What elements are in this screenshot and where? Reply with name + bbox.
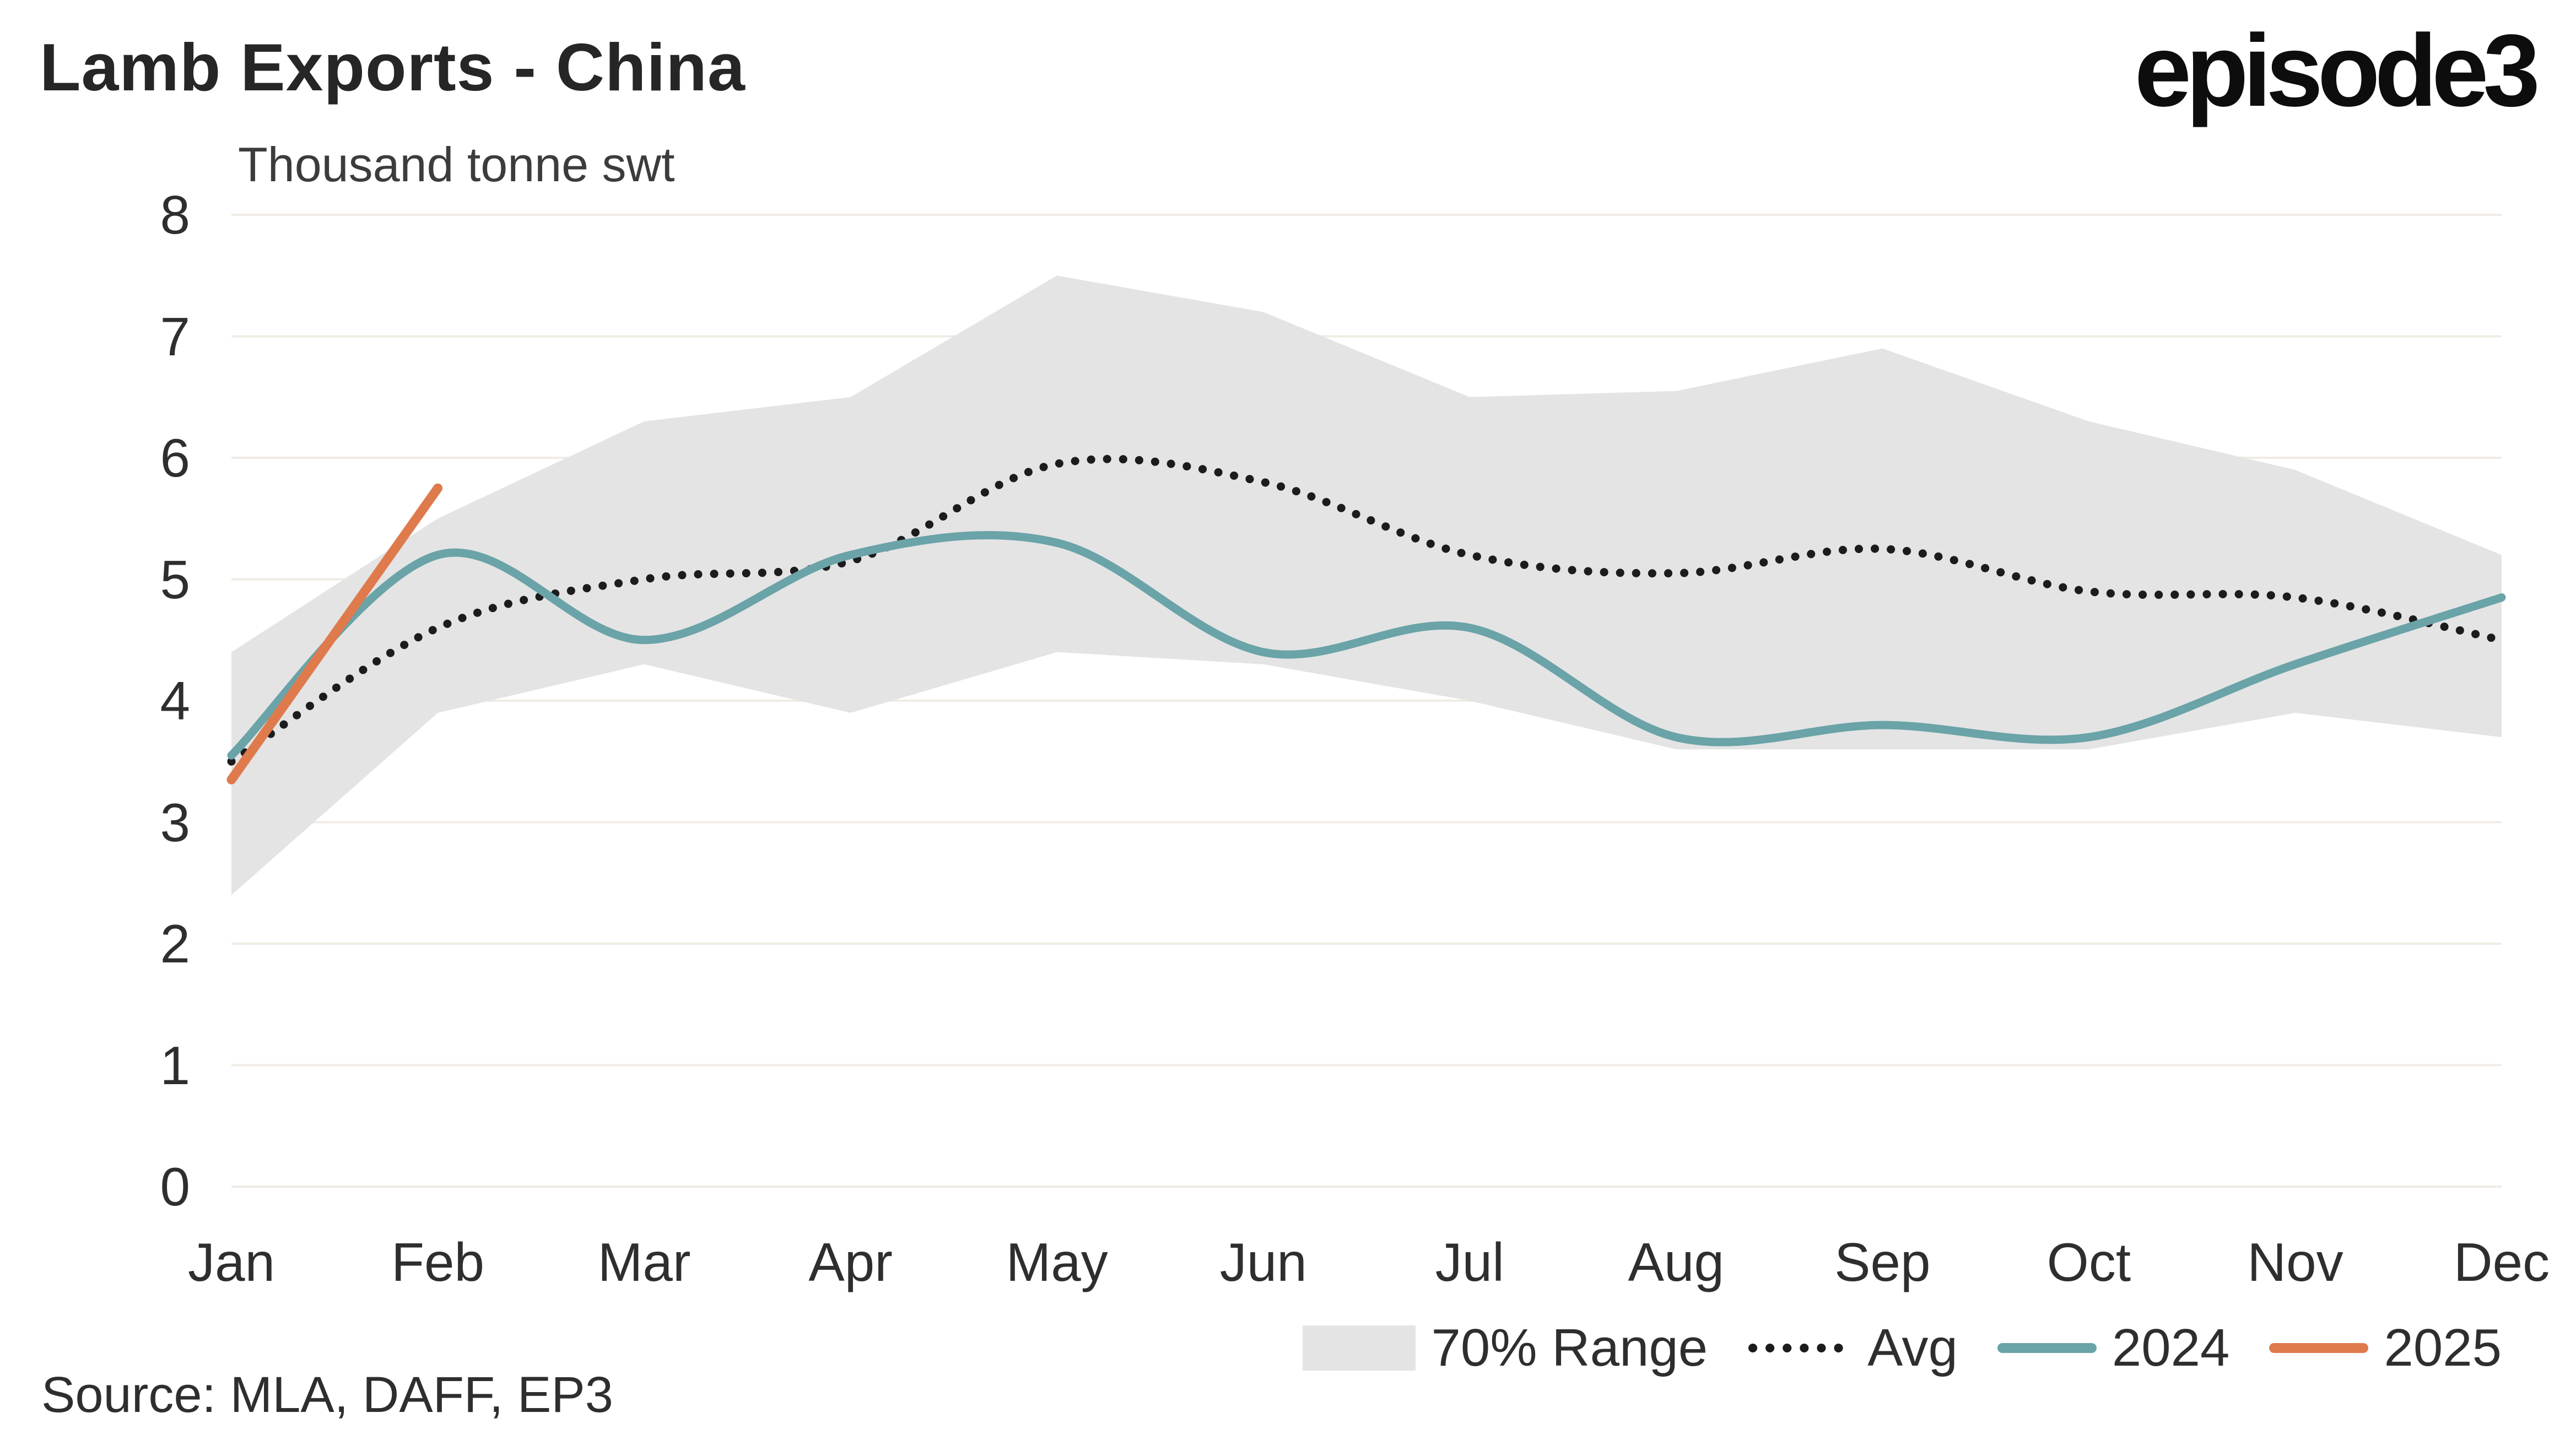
series-2024-swatch: [1997, 1343, 2097, 1353]
y-tick-label-0: 0: [160, 1156, 190, 1217]
episode3-logo: episode3: [2134, 14, 2540, 128]
y-tick-label-6: 6: [160, 427, 190, 488]
y-tick-label-5: 5: [160, 549, 190, 610]
avg-dotted-swatch: [1748, 1344, 1851, 1352]
chart-canvas: [226, 214, 2506, 1188]
x-tick-label-dec: Dec: [2453, 1232, 2550, 1292]
plot-area: [226, 214, 2506, 1188]
x-tick-label-feb: Feb: [391, 1232, 484, 1292]
y-tick-label-4: 4: [160, 670, 190, 731]
x-tick-label-apr: Apr: [808, 1232, 893, 1292]
x-tick-label-oct: Oct: [2046, 1232, 2131, 1292]
legend-label-2024: 2024: [2111, 1318, 2230, 1377]
series-2025-line: [226, 483, 443, 784]
legend: 70% Range Avg 2024 2025: [1303, 1318, 2502, 1378]
chart-title: Lamb Exports - China: [40, 30, 746, 105]
legend-item-avg: Avg: [1747, 1318, 1958, 1378]
x-tick-label-nov: Nov: [2247, 1232, 2343, 1292]
y-tick-label-2: 2: [160, 913, 190, 974]
series-2024-line: [227, 531, 2506, 760]
legend-label-range: 70% Range: [1431, 1318, 1708, 1377]
legend-item-2025: 2025: [2269, 1318, 2502, 1378]
source-note: Source: MLA, DAFF, EP3: [41, 1367, 613, 1423]
y-tick-label-3: 3: [160, 792, 190, 853]
x-tick-label-may: May: [1006, 1232, 1108, 1292]
series-2025-swatch: [2269, 1343, 2369, 1353]
y-tick-label-7: 7: [160, 306, 190, 367]
legend-label-2025: 2025: [2384, 1318, 2502, 1377]
range-band: [231, 275, 2502, 895]
legend-item-range: 70% Range: [1303, 1318, 1708, 1378]
x-tick-label-jul: Jul: [1435, 1232, 1504, 1292]
y-tick-label-8: 8: [160, 185, 190, 245]
x-tick-label-sep: Sep: [1834, 1232, 1931, 1292]
range-band-swatch: [1303, 1325, 1416, 1371]
x-tick-label-jun: Jun: [1219, 1232, 1307, 1292]
legend-item-2024: 2024: [1997, 1318, 2230, 1378]
y-axis-unit-label: Thousand tonne swt: [238, 137, 675, 192]
x-tick-label-jan: Jan: [187, 1232, 276, 1292]
legend-label-avg: Avg: [1867, 1318, 1958, 1377]
y-tick-label-1: 1: [160, 1035, 190, 1096]
x-tick-label-aug: Aug: [1628, 1232, 1724, 1292]
x-axis: Jan Feb Mar Apr May Jun Jul Aug Sep Oct Nov Dec: [188, 1231, 2550, 1303]
avg-line: [227, 454, 2506, 766]
x-tick-label-mar: Mar: [597, 1232, 691, 1292]
